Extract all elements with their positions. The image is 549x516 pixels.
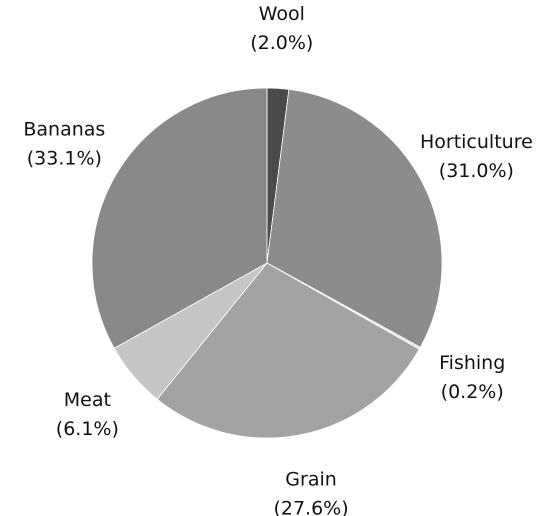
pie-slice [266,88,443,348]
slice-label: Horticulture [420,131,533,153]
slice-value-label: (27.6%) [273,497,348,516]
slice-value-label: (6.1%) [56,418,119,440]
slice-label: Wool [259,3,305,25]
pie-slice [91,87,268,349]
slice-value-label: (31.0%) [439,160,514,182]
slice-value-label: (2.0%) [250,32,313,54]
slice-value-label: (33.1%) [27,148,102,170]
slice-label: Bananas [23,119,105,141]
slice-label: Meat [64,389,111,411]
slice-label: Grain [285,468,337,490]
slice-label: Fishing [439,352,505,374]
slice-value-label: (0.2%) [441,381,504,403]
pie-slice [156,262,420,439]
